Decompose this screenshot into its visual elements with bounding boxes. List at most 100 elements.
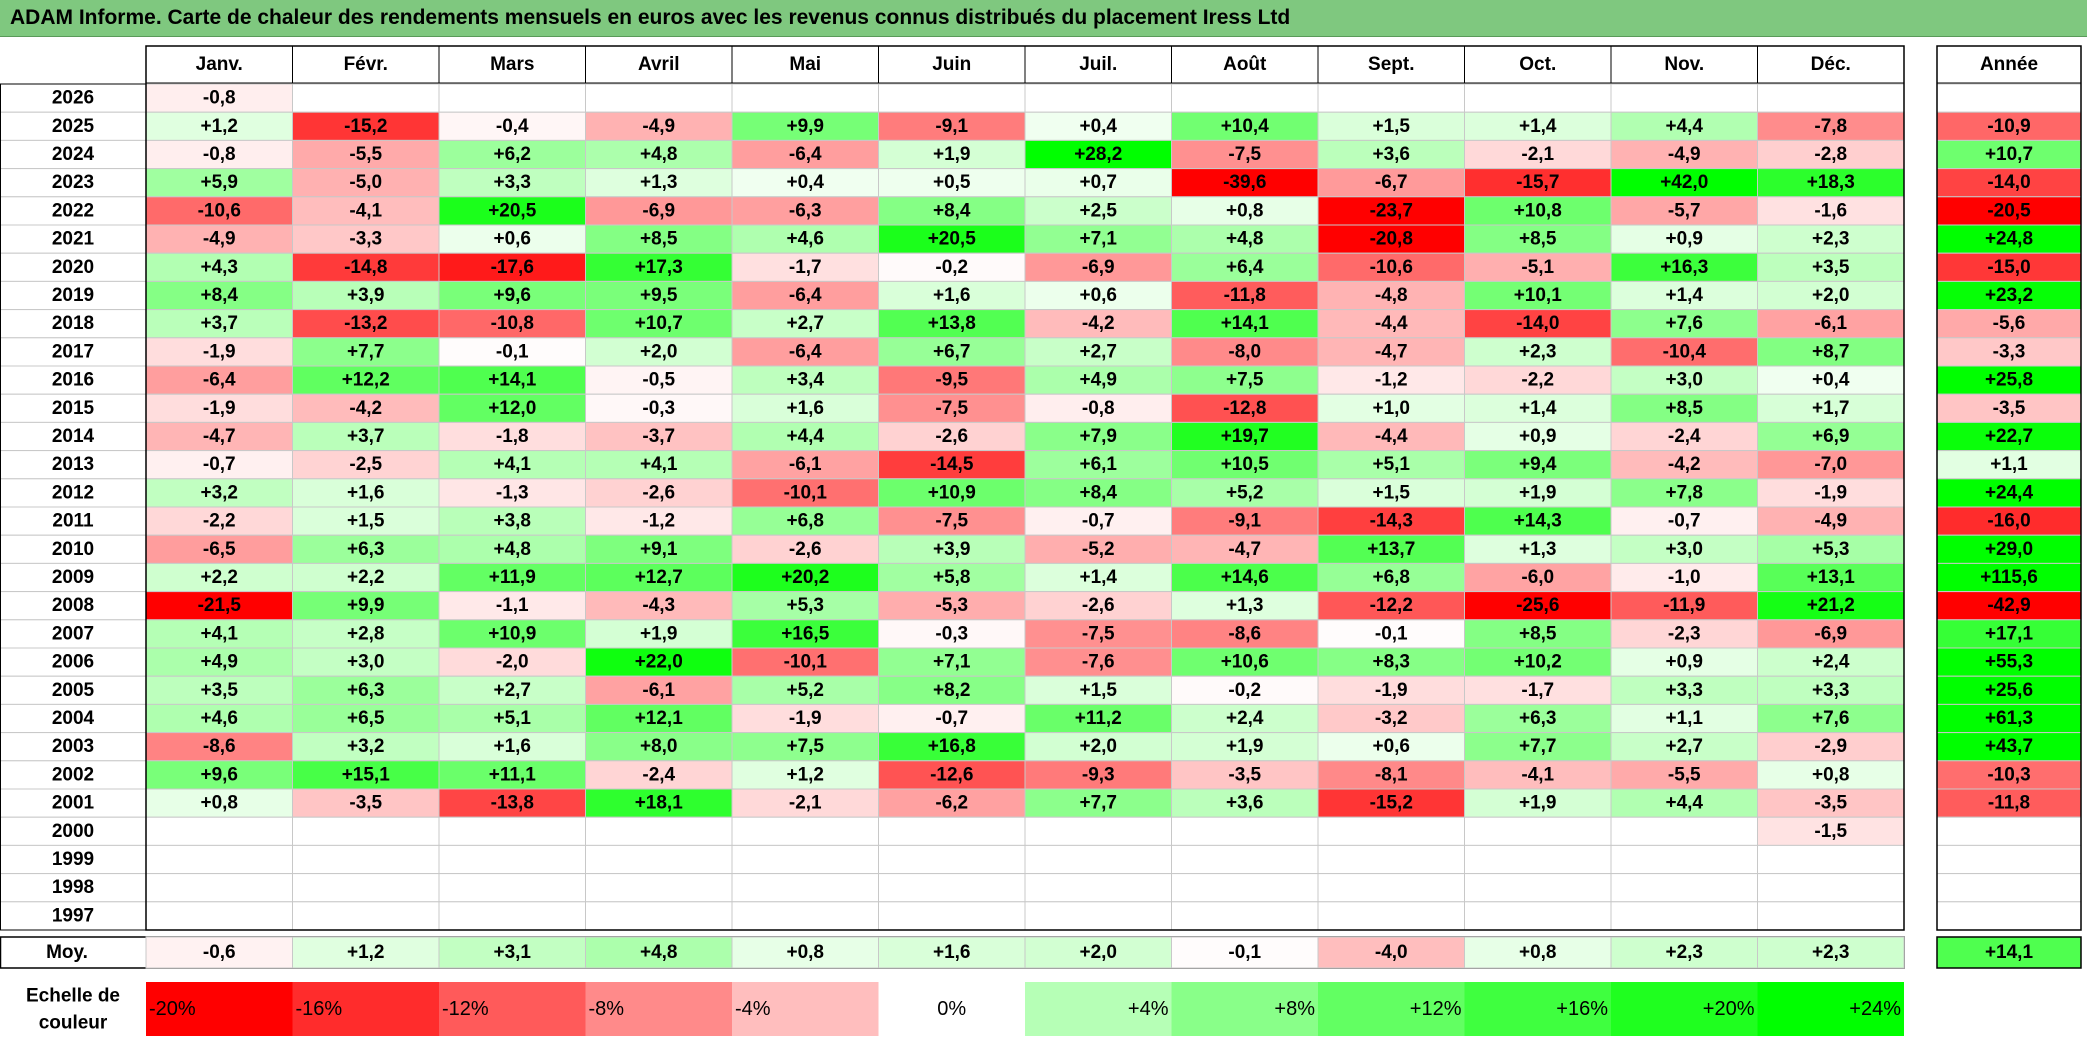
cell-value: -14,3	[1370, 511, 1413, 532]
heatmap-cell	[1024, 196, 1172, 226]
scale-label-value: -20%	[149, 998, 196, 1020]
heatmap-cell	[1171, 83, 1319, 113]
annual-value: -16,0	[1987, 511, 2030, 532]
heatmap-cell	[1024, 675, 1172, 705]
scale-swatch	[1464, 982, 1611, 1036]
heatmap-cell	[1171, 619, 1319, 649]
cell-value: +6,1	[1079, 454, 1117, 475]
heatmap-cell	[585, 647, 733, 677]
heatmap-cell	[731, 844, 879, 875]
cell-value: +42,0	[1660, 172, 1708, 193]
heatmap-cell	[145, 675, 293, 705]
heatmap-cell	[438, 591, 586, 621]
cell-value: +19,7	[1221, 426, 1269, 447]
month-header: Févr.	[344, 54, 388, 75]
heatmap-cell	[145, 506, 293, 536]
cell-value: +3,9	[347, 285, 385, 306]
year-label-cell	[0, 675, 147, 705]
cell-value: +3,2	[200, 482, 238, 503]
heatmap-cell	[1757, 788, 1905, 818]
year-label: 2024	[52, 144, 95, 165]
annual-cell	[1936, 478, 2082, 508]
cell-value: +1,9	[1519, 482, 1557, 503]
heatmap-cell	[1464, 873, 1612, 903]
cell-value: +12,7	[635, 567, 683, 588]
heatmap-cell	[1757, 816, 1905, 846]
heatmap-cell	[878, 168, 1026, 198]
year-label-cell	[0, 111, 147, 141]
month-header: Mars	[490, 54, 534, 75]
heatmap-cell	[292, 83, 440, 113]
average-value: +1,6	[933, 942, 971, 963]
cell-value: -9,5	[935, 370, 968, 391]
annual-value: +25,6	[1985, 680, 2033, 701]
cell-value: +1,9	[1519, 793, 1557, 814]
heatmap-cell	[145, 478, 293, 508]
heatmap-cell	[1171, 901, 1319, 931]
heatmap-cell	[1757, 844, 1905, 875]
heatmap-cell	[1610, 196, 1758, 226]
cell-value: +20,5	[928, 229, 977, 250]
heatmap-cell	[1171, 760, 1319, 790]
heatmap-cell	[438, 252, 586, 282]
heatmap-cell	[1757, 365, 1905, 395]
month-header-cell	[145, 45, 293, 84]
heatmap-cell	[585, 309, 733, 339]
cell-value: -1,5	[1814, 821, 1847, 842]
average-cell	[1464, 936, 1612, 969]
cell-value: +10,8	[1514, 200, 1562, 221]
scale-swatch	[732, 982, 879, 1036]
cell-value: -4,8	[1375, 285, 1408, 306]
month-header: Juil.	[1079, 54, 1117, 75]
cell-value: +9,6	[200, 764, 238, 785]
heatmap-cell	[1610, 337, 1758, 367]
heatmap-cell	[878, 732, 1026, 762]
cell-value: +2,7	[1079, 341, 1117, 362]
annual-value: +115,6	[1980, 567, 2038, 588]
heatmap-cell	[1464, 788, 1612, 818]
cell-value: +0,8	[1226, 200, 1264, 221]
heatmap-cell	[1757, 337, 1905, 367]
annual-value: +25,8	[1985, 370, 2033, 391]
cell-value: +1,6	[786, 398, 824, 419]
cell-value: -4,2	[1082, 313, 1115, 334]
cell-value: +1,1	[1665, 708, 1703, 729]
cell-value: +10,7	[635, 313, 683, 334]
heatmap-cell	[731, 168, 879, 198]
year-label: 2008	[52, 595, 94, 616]
scale-label-value: -8%	[589, 998, 625, 1020]
cell-value: +7,1	[933, 652, 971, 673]
cell-value: +8,4	[933, 200, 971, 221]
heatmap-cell	[585, 901, 733, 931]
cell-value: -14,5	[930, 454, 974, 475]
year-label: 2013	[52, 454, 94, 475]
cell-value: -6,4	[789, 144, 822, 165]
heatmap-cell	[1317, 844, 1465, 875]
cell-value: -2,6	[642, 482, 675, 503]
year-label: 2004	[52, 708, 95, 729]
cell-value: +0,5	[933, 172, 971, 193]
average-value: +2,3	[1812, 942, 1850, 963]
annual-value: +10,7	[1985, 144, 2033, 165]
heatmap-cell	[731, 83, 879, 113]
annual-cell	[1936, 506, 2082, 536]
month-header: Déc.	[1811, 54, 1851, 75]
heatmap-cell	[1757, 196, 1905, 226]
cell-value: -10,4	[1663, 341, 1707, 362]
cell-value: +0,7	[1079, 172, 1117, 193]
heatmap-cell	[585, 478, 733, 508]
heatmap-cell	[1317, 760, 1465, 790]
year-label: 2001	[52, 793, 95, 814]
heatmap-cell	[878, 760, 1026, 790]
cell-value: -3,7	[642, 426, 675, 447]
heatmap-cell	[1171, 844, 1319, 875]
heatmap-cell	[145, 901, 293, 931]
cell-value: +3,3	[1812, 680, 1850, 701]
heatmap-cell	[1317, 421, 1465, 452]
cell-value: -6,4	[789, 285, 822, 306]
cell-value: -8,0	[1228, 341, 1261, 362]
cell-value: +1,6	[933, 285, 971, 306]
average-value: +0,8	[786, 942, 824, 963]
cell-value: -11,9	[1663, 595, 1705, 616]
